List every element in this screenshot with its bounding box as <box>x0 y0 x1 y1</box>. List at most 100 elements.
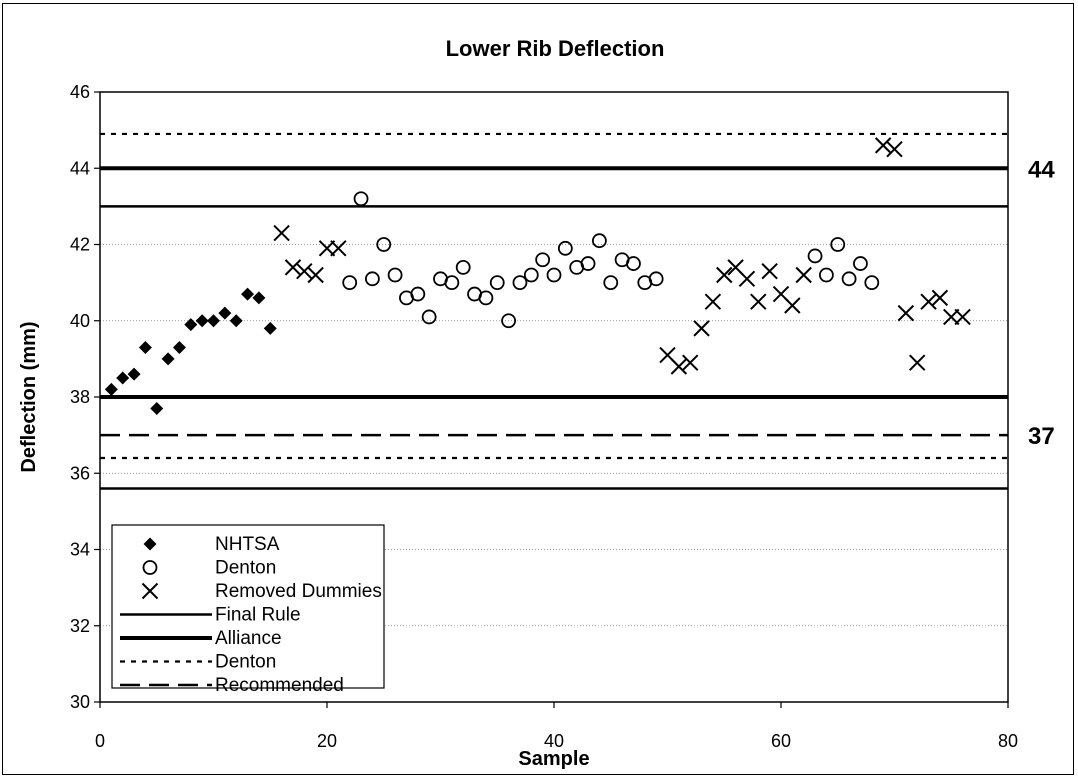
legend-label: Denton <box>215 558 276 579</box>
data-point-nhtsa <box>172 340 186 354</box>
data-point-denton <box>376 237 392 252</box>
x-tick-label: 40 <box>544 731 564 751</box>
data-point-denton <box>353 191 369 207</box>
chart-title: Lower Rib Deflection <box>446 36 665 61</box>
y-tick-label: 46 <box>70 82 90 102</box>
reference-lines <box>100 132 1008 490</box>
data-point-denton <box>830 237 846 252</box>
data-point-nhtsa <box>241 287 255 301</box>
data-point-removed-dummies <box>954 308 971 326</box>
x-tick-label: 0 <box>95 731 105 751</box>
data-point-denton <box>387 267 403 283</box>
legend-label: Alliance <box>215 628 282 649</box>
data-point-nhtsa <box>207 314 220 328</box>
data-point-nhtsa <box>229 314 243 328</box>
data-point-removed-dummies <box>670 358 688 375</box>
data-point-denton <box>841 271 857 287</box>
data-point-removed-dummies <box>750 293 767 310</box>
data-points <box>104 137 971 415</box>
data-point-removed-dummies <box>795 266 812 284</box>
data-point-denton <box>523 267 539 283</box>
data-point-denton <box>819 267 834 283</box>
data-point-nhtsa <box>252 291 266 305</box>
data-point-denton <box>557 240 573 256</box>
data-point-nhtsa <box>127 367 141 381</box>
legend-symbol-nhtsa <box>143 537 157 551</box>
y-tick-label: 40 <box>70 311 90 331</box>
data-point-denton <box>364 271 380 287</box>
data-point-denton <box>421 309 437 325</box>
x-tick-label: 60 <box>771 731 791 751</box>
data-point-nhtsa <box>184 318 198 332</box>
data-point-denton <box>853 256 868 271</box>
data-point-denton <box>501 313 517 329</box>
y-tick-label: 42 <box>70 235 90 255</box>
data-point-nhtsa <box>195 314 209 328</box>
data-point-denton <box>603 275 619 291</box>
data-point-nhtsa <box>150 401 164 415</box>
data-point-removed-dummies <box>284 259 302 276</box>
data-point-denton <box>478 290 494 306</box>
y-tick-label: 32 <box>70 616 90 636</box>
data-point-removed-dummies <box>908 354 926 371</box>
data-point-removed-dummies <box>761 262 778 280</box>
data-point-removed-dummies <box>784 297 801 314</box>
legend-label: Removed Dummies <box>215 581 382 602</box>
data-point-denton <box>489 275 505 291</box>
data-point-removed-dummies <box>716 266 733 284</box>
data-point-nhtsa <box>161 352 175 366</box>
data-point-removed-dummies <box>693 320 710 337</box>
data-point-removed-dummies <box>897 304 915 322</box>
data-point-denton <box>535 252 551 268</box>
data-point-removed-dummies <box>307 266 324 284</box>
annotation-37: 37 <box>1028 423 1055 450</box>
data-point-denton <box>546 267 562 283</box>
legend-label: Recommended <box>215 675 344 696</box>
data-point-removed-dummies <box>886 140 903 158</box>
data-point-denton <box>444 275 460 291</box>
data-point-denton <box>342 275 358 291</box>
data-point-removed-dummies <box>738 270 756 288</box>
data-point-nhtsa <box>116 371 130 385</box>
y-tick-label: 34 <box>70 540 90 560</box>
data-point-nhtsa <box>263 321 277 335</box>
data-point-nhtsa <box>138 340 152 354</box>
annotations: 44 37 <box>1028 156 1055 450</box>
y-tick-label: 36 <box>70 463 90 483</box>
x-tick-label: 20 <box>317 731 337 751</box>
data-point-nhtsa <box>104 382 118 396</box>
data-point-removed-dummies <box>681 354 699 371</box>
data-point-removed-dummies <box>874 137 892 154</box>
data-point-removed-dummies <box>920 293 937 310</box>
axis-ticks: 30 32 34 36 38 40 42 44 46 0 20 40 60 80 <box>70 82 1018 751</box>
legend-label: Denton <box>215 652 276 673</box>
data-point-denton <box>592 233 607 249</box>
data-point-removed-dummies <box>296 262 313 280</box>
data-point-removed-dummies <box>931 289 949 307</box>
data-point-removed-dummies <box>273 224 290 242</box>
y-tick-label: 30 <box>70 692 90 712</box>
legend-label: NHTSA <box>215 534 280 555</box>
y-tick-label: 44 <box>70 158 90 178</box>
legend-symbol-denton <box>142 560 158 575</box>
x-axis-label: Sample <box>518 748 589 770</box>
data-point-denton <box>807 248 823 264</box>
data-point-denton <box>455 259 471 275</box>
data-point-denton <box>512 275 528 291</box>
data-point-removed-dummies <box>704 293 722 310</box>
x-tick-label: 80 <box>998 731 1018 751</box>
data-point-denton <box>580 256 596 271</box>
y-axis-label: Deflection (mm) <box>18 321 40 472</box>
data-point-nhtsa <box>218 306 232 320</box>
data-point-removed-dummies <box>330 240 347 257</box>
y-tick-label: 38 <box>70 387 90 407</box>
annotation-44: 44 <box>1028 156 1055 183</box>
legend-symbol-removed-dummies <box>141 582 159 600</box>
data-point-denton <box>410 286 426 302</box>
data-point-denton <box>864 275 880 291</box>
data-point-denton <box>648 271 664 287</box>
legend-label: Final Rule <box>215 605 301 626</box>
data-point-denton <box>626 256 641 271</box>
